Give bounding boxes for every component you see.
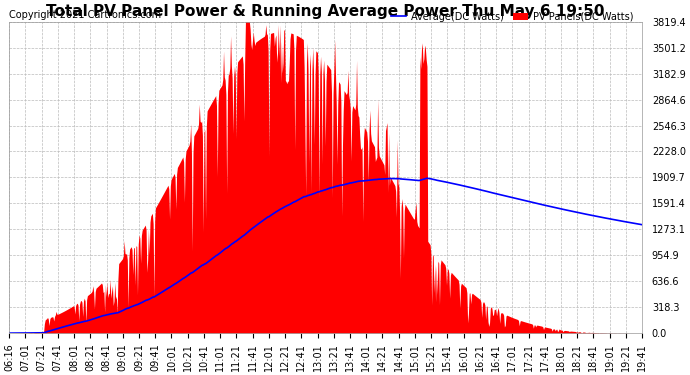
Text: Copyright 2021 Cartronics.com: Copyright 2021 Cartronics.com <box>9 10 161 20</box>
Title: Total PV Panel Power & Running Average Power Thu May 6 19:50: Total PV Panel Power & Running Average P… <box>46 4 605 19</box>
Legend: Average(DC Watts), PV Panels(DC Watts): Average(DC Watts), PV Panels(DC Watts) <box>388 8 638 26</box>
